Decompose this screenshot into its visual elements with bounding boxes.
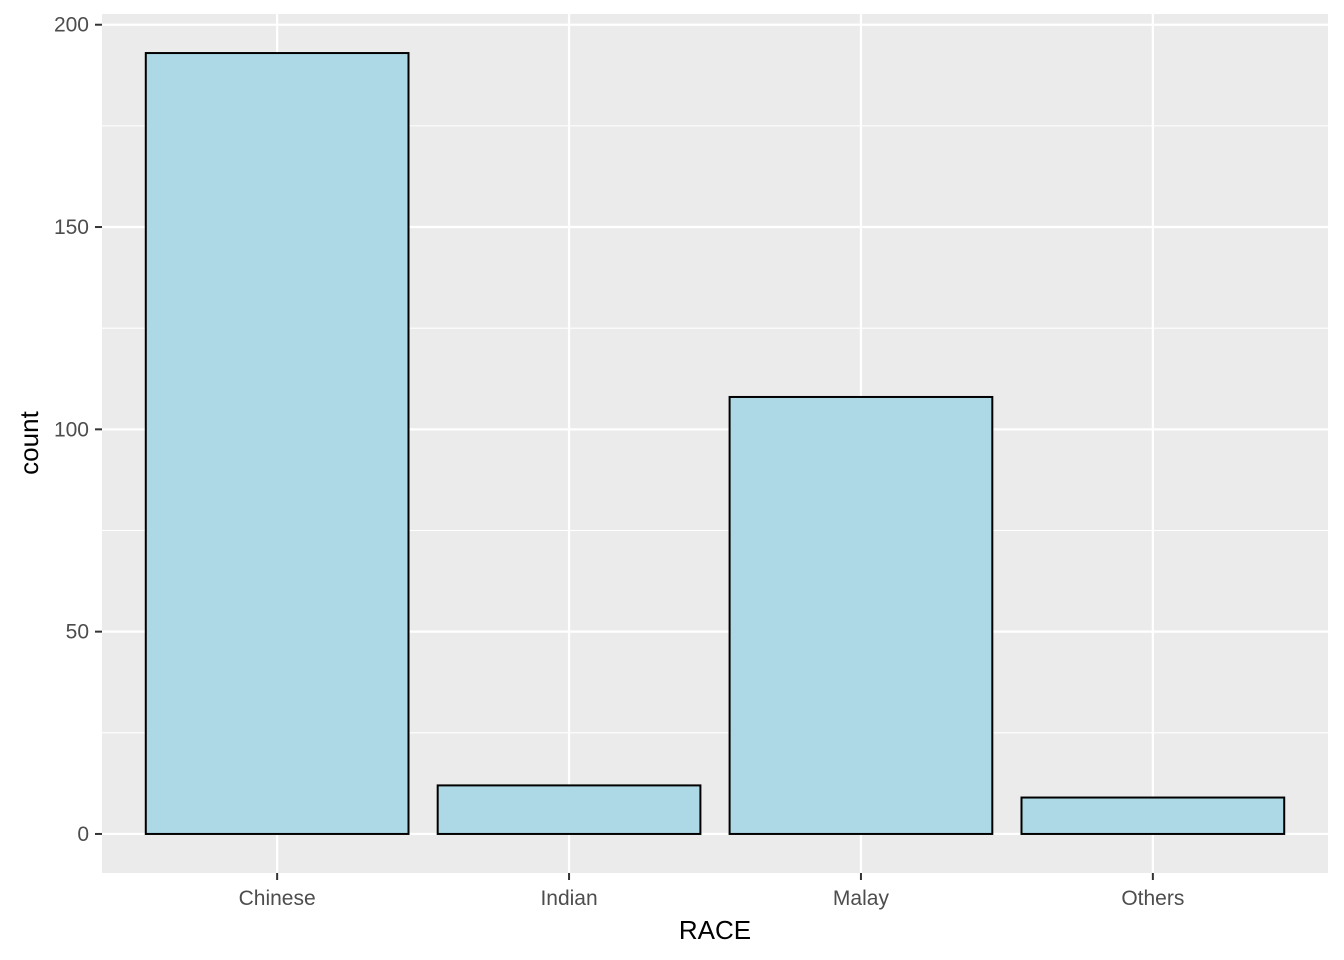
x-axis-title: RACE [679, 915, 751, 945]
x-tick-label: Chinese [239, 887, 316, 910]
y-tick-label: 100 [54, 418, 89, 441]
y-tick-label: 150 [54, 216, 89, 239]
y-tick-label: 50 [66, 621, 89, 644]
y-axis: 0 50 100 150 200 [54, 14, 102, 846]
bar-indian [436, 784, 702, 835]
bar-chinese [144, 52, 410, 835]
x-axis: Chinese Indian Malay Others [239, 873, 1184, 910]
bars [144, 52, 1286, 835]
y-tick-label: 200 [54, 14, 89, 37]
x-tick-label: Others [1121, 887, 1184, 910]
bar-others [1020, 796, 1286, 835]
y-axis-title: count [14, 410, 44, 474]
x-tick-label: Malay [833, 887, 890, 910]
x-tick-label: Indian [540, 887, 597, 910]
y-tick-label: 0 [77, 823, 89, 846]
bar-malay [728, 395, 994, 835]
